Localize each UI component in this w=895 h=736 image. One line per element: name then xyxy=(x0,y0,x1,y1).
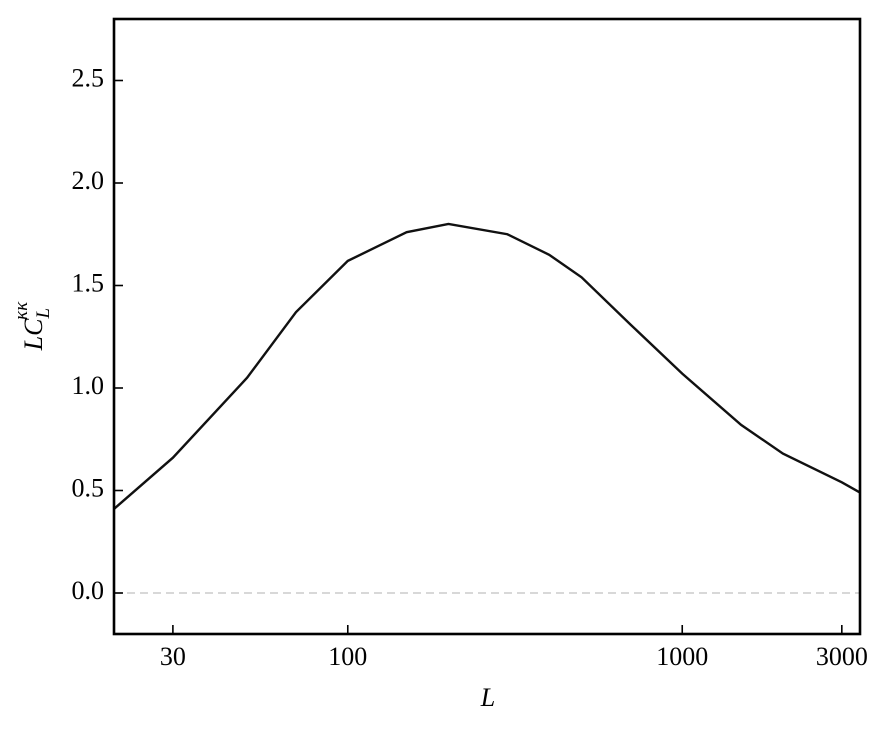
plot-frame xyxy=(112,17,862,636)
y-label-sub: L xyxy=(33,308,54,320)
y-tick-label: 1.0 xyxy=(72,371,105,400)
x-axis-label: L xyxy=(480,683,495,712)
y-tick-label: 2.0 xyxy=(72,166,105,195)
y-tick-label: 0.0 xyxy=(72,576,105,605)
x-tick-label: 100 xyxy=(328,642,367,671)
y-label-sup: κκ xyxy=(11,301,32,320)
y-label-main: LC xyxy=(19,318,48,351)
line xyxy=(113,222,861,510)
x-tick-label: 1000 xyxy=(656,642,708,671)
x-tick-label: 3000 xyxy=(816,642,868,671)
y-tick-label: 2.5 xyxy=(72,63,105,92)
y-tick-label: 0.5 xyxy=(72,473,105,502)
y-axis-label: LCLκκ xyxy=(11,301,54,352)
y-tick-label: 1.5 xyxy=(72,268,105,297)
x-tick-label: 30 xyxy=(160,642,186,671)
